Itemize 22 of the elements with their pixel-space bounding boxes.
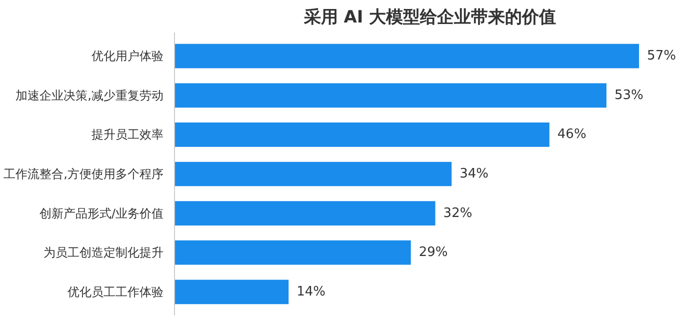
- data-label: 53%: [614, 88, 644, 103]
- bar: [174, 83, 606, 108]
- y-tick-label: 优化用户体验: [92, 49, 164, 64]
- bar: [174, 280, 289, 304]
- chart-title: 采用 AI 大模型给企业带来的价值: [302, 8, 556, 28]
- y-tick-label: 优化员工工作体验: [68, 284, 164, 299]
- y-tick-label: 创新产品形式/业务价值: [39, 206, 164, 220]
- bar: [174, 122, 550, 147]
- data-label: 32%: [443, 206, 472, 221]
- y-tick-label: 加速企业决策,减少重复劳动: [16, 88, 164, 102]
- bar: [174, 240, 411, 265]
- bar: [174, 201, 436, 226]
- data-label: 57%: [647, 48, 676, 64]
- data-label: 46%: [557, 127, 586, 142]
- y-tick-label: 为员工创造定制化提升: [44, 246, 164, 260]
- bar: [174, 44, 640, 68]
- data-label: 29%: [418, 245, 448, 260]
- data-label: 34%: [460, 166, 489, 182]
- data-label: 14%: [296, 284, 326, 300]
- y-tick-label: 提升员工效率: [92, 128, 164, 142]
- bar: [174, 162, 452, 186]
- y-tick-label: 工作流整合,方便使用多个程序: [4, 167, 164, 181]
